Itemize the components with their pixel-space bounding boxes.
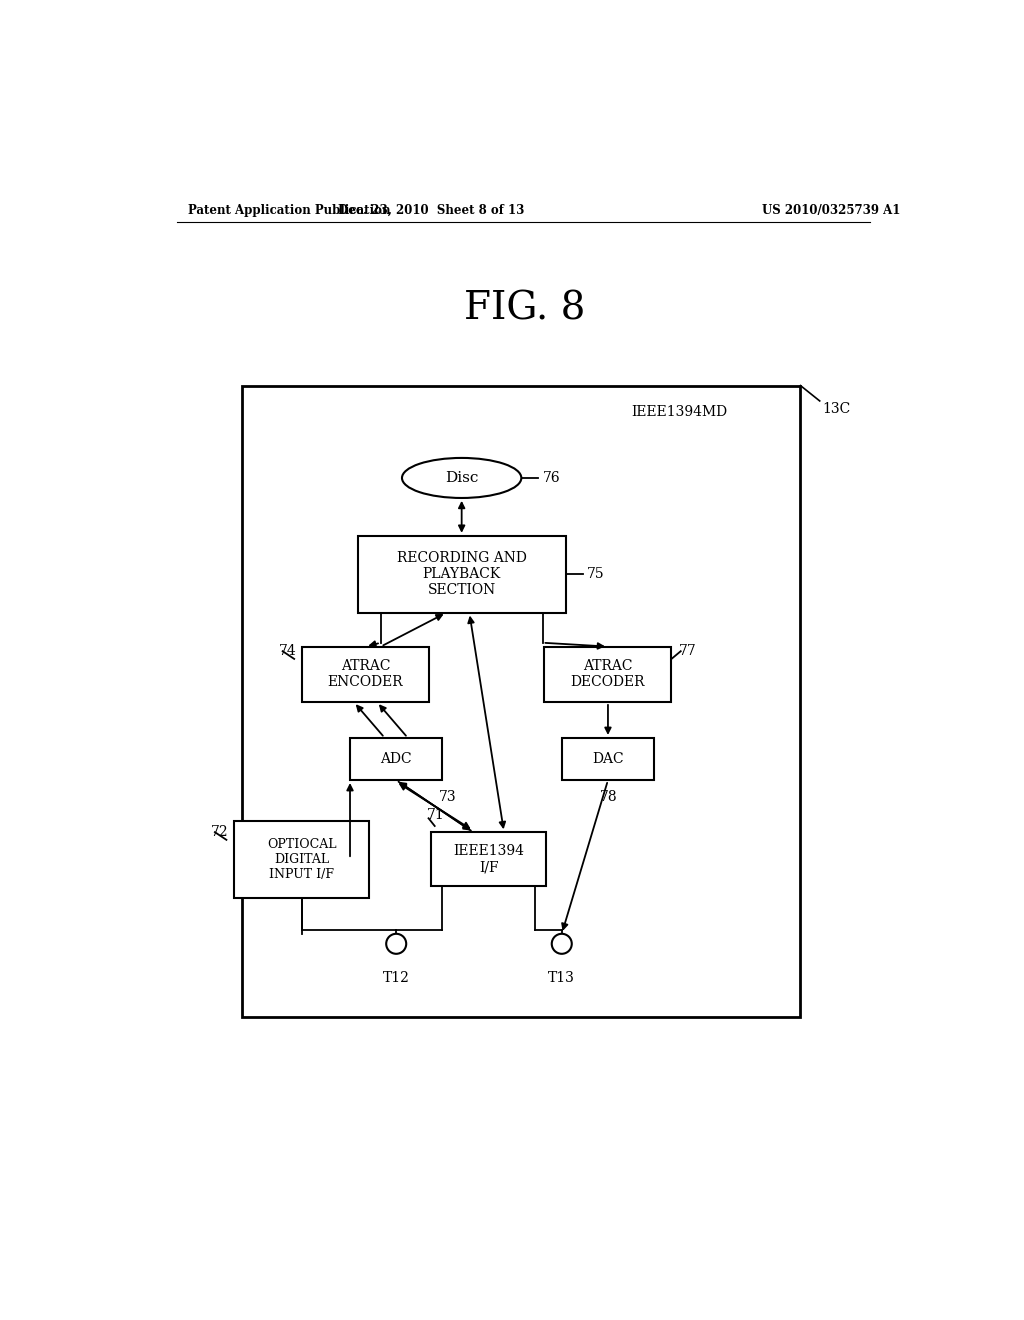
Text: T12: T12	[383, 970, 410, 985]
Circle shape	[386, 933, 407, 954]
Bar	[562, 738, 654, 780]
Bar	[357, 536, 565, 612]
Text: OPTIOCAL
DIGITAL
INPUT I/F: OPTIOCAL DIGITAL INPUT I/F	[266, 838, 336, 880]
Text: Disc: Disc	[445, 471, 478, 484]
Text: Dec. 23, 2010  Sheet 8 of 13: Dec. 23, 2010 Sheet 8 of 13	[338, 205, 524, 218]
Ellipse shape	[402, 458, 521, 498]
Text: US 2010/0325739 A1: US 2010/0325739 A1	[762, 205, 900, 218]
Text: 75: 75	[587, 568, 605, 581]
Text: T13: T13	[548, 970, 575, 985]
Text: ATRAC
ENCODER: ATRAC ENCODER	[328, 659, 403, 689]
Bar	[431, 832, 547, 886]
Bar	[350, 738, 442, 780]
Text: 76: 76	[543, 471, 560, 484]
Text: 73: 73	[438, 791, 456, 804]
Bar	[234, 821, 369, 898]
Text: IEEE1394MD: IEEE1394MD	[631, 405, 727, 420]
Text: 72: 72	[211, 825, 228, 840]
Text: ADC: ADC	[380, 752, 412, 766]
Text: 13C: 13C	[822, 401, 850, 416]
Bar	[545, 647, 672, 702]
Text: RECORDING AND
PLAYBACK
SECTION: RECORDING AND PLAYBACK SECTION	[396, 550, 526, 598]
Bar	[302, 647, 429, 702]
Text: 78: 78	[600, 791, 617, 804]
Text: ATRAC
DECODER: ATRAC DECODER	[570, 659, 645, 689]
Text: IEEE1394
I/F: IEEE1394 I/F	[453, 843, 524, 874]
Text: Patent Application Publication: Patent Application Publication	[188, 205, 391, 218]
Text: 71: 71	[427, 808, 444, 822]
Circle shape	[552, 933, 571, 954]
Bar	[243, 385, 801, 1016]
Text: 74: 74	[279, 644, 297, 659]
Text: DAC: DAC	[592, 752, 624, 766]
Text: 77: 77	[679, 644, 697, 659]
Text: FIG. 8: FIG. 8	[464, 290, 586, 327]
